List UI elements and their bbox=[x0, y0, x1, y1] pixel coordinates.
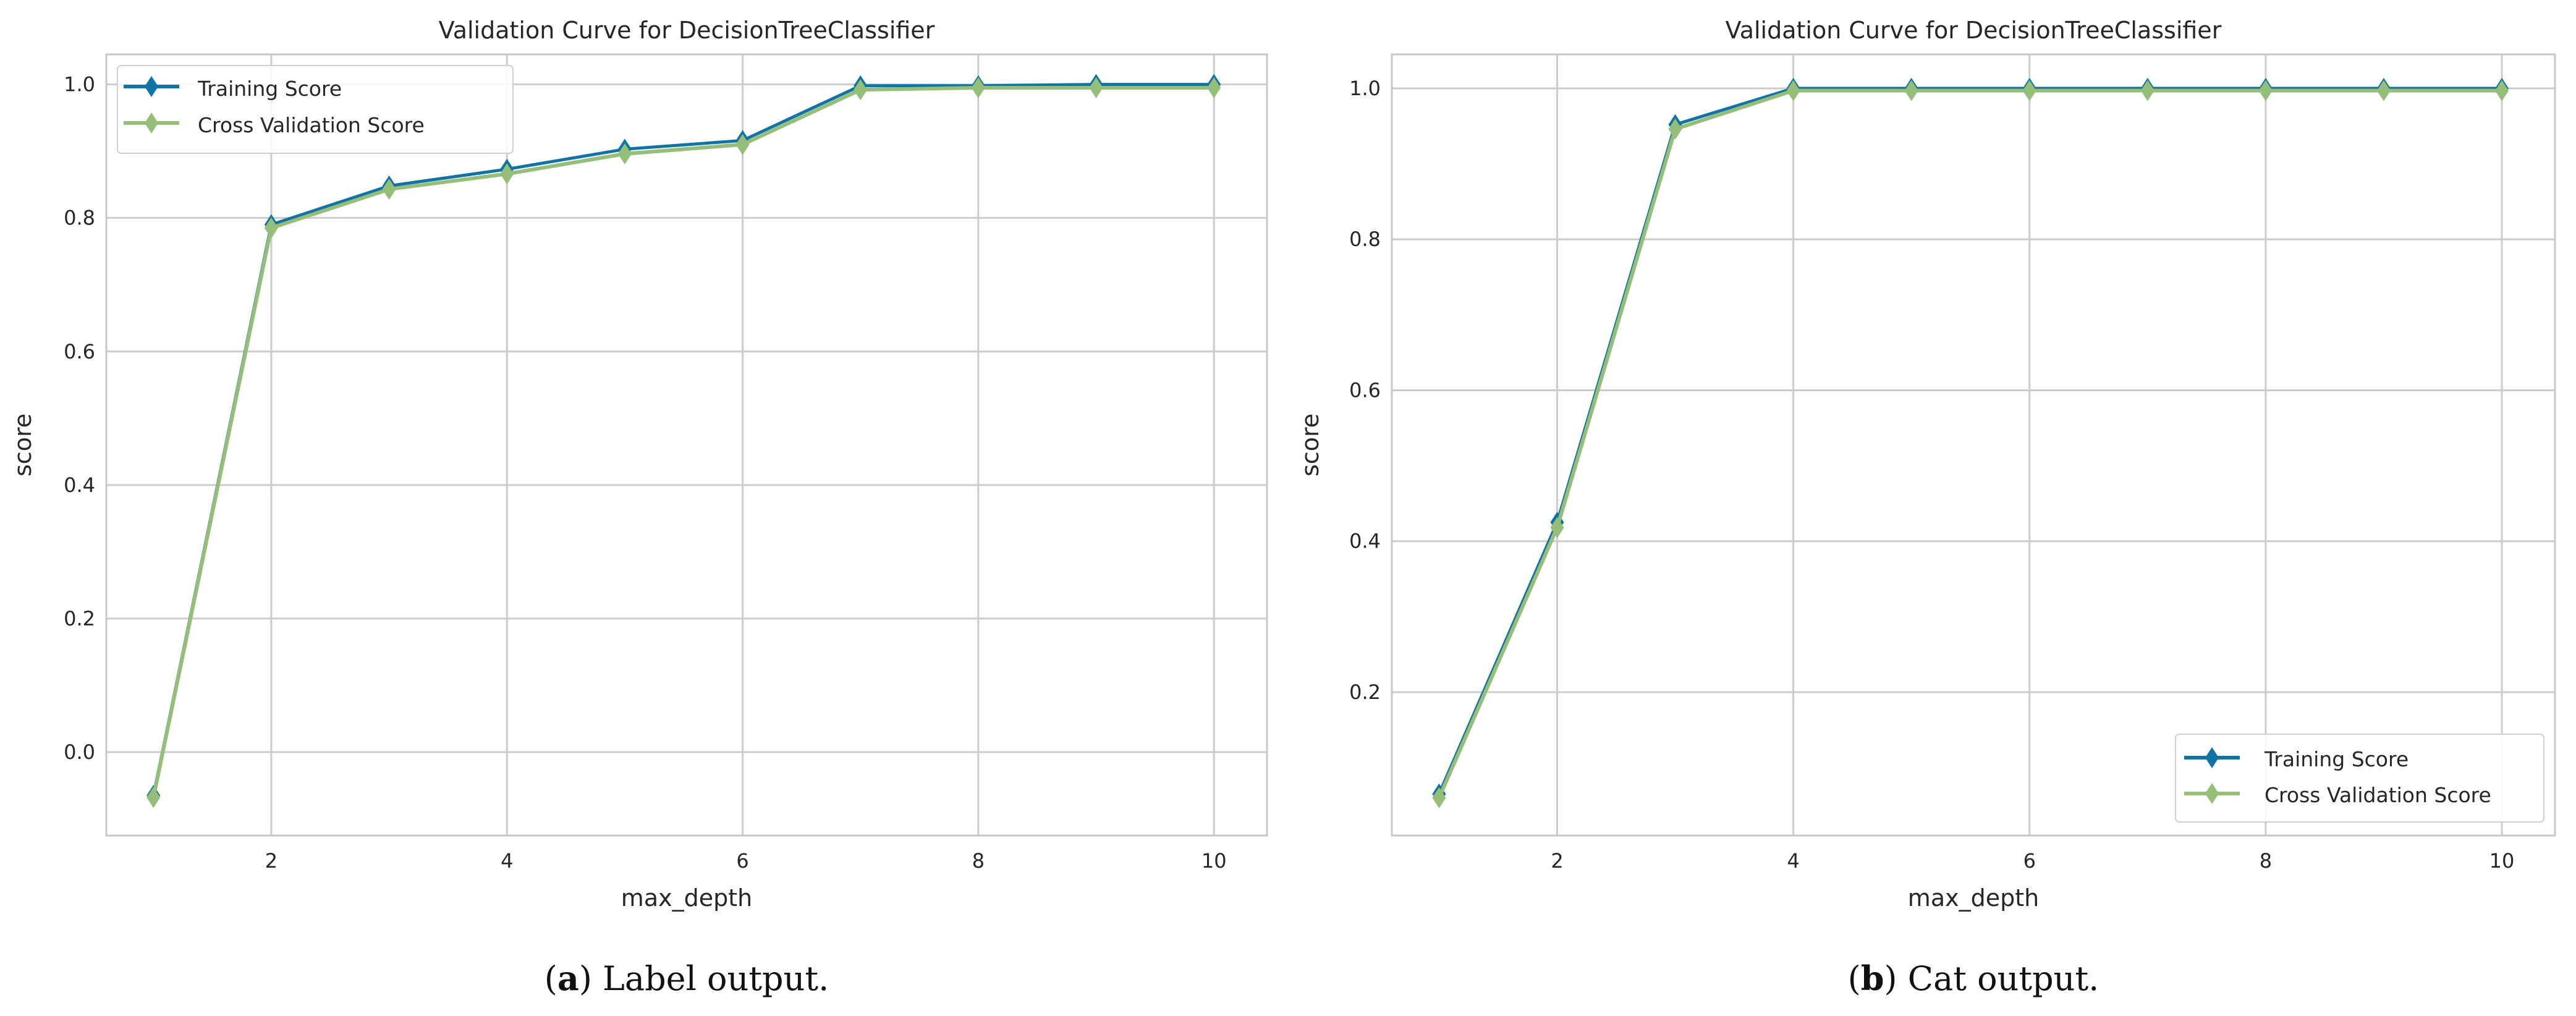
chart-a-xtick-label: 4 bbox=[501, 849, 513, 873]
chart-b-cv-point bbox=[2495, 80, 2509, 101]
chart-a-legend-marker-cv bbox=[145, 112, 158, 133]
chart-b-grid bbox=[1392, 54, 2555, 836]
caption-b-letter: b bbox=[1861, 959, 1884, 998]
panel-b: Validation Curve for DecisionTreeClassif… bbox=[1297, 17, 2556, 998]
chart-a-series-group bbox=[146, 74, 1221, 808]
chart-a-ytick-label: 0.4 bbox=[64, 473, 95, 497]
chart-a-cv-point bbox=[735, 133, 750, 155]
chart-b-ytick-label: 0.4 bbox=[1349, 530, 1381, 553]
chart-b-ytick-label: 0.2 bbox=[1349, 680, 1381, 704]
chart-a-xtick-label: 6 bbox=[736, 849, 748, 873]
chart-a-legend-label-training: Training Score bbox=[197, 77, 342, 101]
chart-b-cv-point bbox=[1550, 517, 1564, 538]
chart-a-xlabel: max_depth bbox=[621, 884, 752, 912]
chart-a-cv-point bbox=[1207, 77, 1221, 99]
chart-a-legend: Training Score Cross Validation Score bbox=[117, 65, 514, 154]
chart-a-yticks: 0.0 0.2 0.4 0.6 0.8 1.0 bbox=[64, 73, 95, 764]
chart-a-grid bbox=[106, 54, 1267, 836]
chart-b-title: Validation Curve for DecisionTreeClassif… bbox=[1726, 17, 2222, 44]
chart-a-training-line bbox=[151, 83, 1214, 796]
chart-a-xticks: 2 4 6 8 10 bbox=[265, 849, 1227, 873]
chart-b-cv-line bbox=[1437, 88, 2502, 799]
chart-b-cv-point bbox=[1432, 787, 1446, 808]
chart-a-xtick-label: 10 bbox=[1201, 849, 1227, 873]
chart-a-cv-point bbox=[854, 79, 868, 101]
chart-b-ytick-label: 1.0 bbox=[1349, 77, 1381, 100]
chart-b-xticks: 2 4 6 8 10 bbox=[1551, 849, 2514, 873]
chart-b-ytick-label: 0.8 bbox=[1349, 227, 1381, 251]
chart-b-training-line bbox=[1438, 87, 2502, 795]
chart-b-legend-marker-cv bbox=[2205, 783, 2219, 804]
caption-a: (a) Label output. bbox=[544, 959, 829, 998]
chart-b-xtick-label: 4 bbox=[1787, 849, 1799, 873]
chart-a-title: Validation Curve for DecisionTreeClassif… bbox=[439, 17, 935, 44]
chart-b-xtick-label: 2 bbox=[1551, 849, 1563, 873]
chart-a-cv-point bbox=[1089, 77, 1103, 99]
chart-b-ytick-label: 0.6 bbox=[1349, 378, 1381, 402]
chart-a-legend-label-cv: Cross Validation Score bbox=[198, 113, 425, 137]
chart-b-yticks: 0.2 0.4 0.6 0.8 1.0 bbox=[1349, 77, 1381, 704]
chart-b-frame bbox=[1391, 53, 2556, 837]
chart-b-legend-key-training bbox=[2184, 747, 2240, 768]
chart-b-cv-point bbox=[2022, 80, 2036, 101]
chart-a-cv-point bbox=[500, 163, 514, 185]
chart-b-cv-point bbox=[1786, 80, 1800, 101]
chart-a-ytick-label: 0.8 bbox=[64, 206, 95, 230]
caption-b: (b) Cat output. bbox=[1848, 959, 2099, 998]
chart-a-cv-point bbox=[382, 179, 396, 200]
chart-b-cv-point bbox=[1668, 118, 1682, 140]
chart-a-legend-box bbox=[117, 65, 514, 154]
chart-a-ylabel: score bbox=[9, 413, 36, 476]
chart-b-xlabel: max_depth bbox=[1908, 884, 2039, 912]
chart-a-cv-line bbox=[151, 86, 1214, 798]
panel-a: Validation Curve for DecisionTreeClassif… bbox=[9, 17, 1268, 998]
chart-b-legend-label-cv: Cross Validation Score bbox=[2265, 783, 2491, 807]
chart-b-cv-point bbox=[2376, 80, 2391, 101]
chart-a-cv-point bbox=[264, 217, 278, 239]
chart-a-ytick-label: 0.2 bbox=[64, 607, 95, 630]
chart-b-series-group bbox=[1432, 77, 2509, 808]
chart-a-xtick-label: 2 bbox=[265, 849, 278, 873]
chart-b-cv-point bbox=[2140, 80, 2154, 101]
chart-b-legend: Training Score Cross Validation Score bbox=[2175, 734, 2544, 823]
chart-a-frame bbox=[105, 53, 1268, 837]
chart-b-xtick-label: 8 bbox=[2260, 849, 2272, 873]
chart-b-xtick-label: 6 bbox=[2023, 849, 2036, 873]
chart-a-cv-point bbox=[617, 143, 632, 164]
chart-a-legend-marker-training bbox=[145, 76, 158, 97]
chart-b-legend-box bbox=[2175, 734, 2544, 823]
chart-a-ytick-label: 0.0 bbox=[64, 740, 95, 764]
chart-a-cv-point bbox=[971, 77, 985, 99]
chart-b-cv-point bbox=[1904, 80, 1918, 101]
chart-a-legend-key-cv bbox=[124, 112, 179, 133]
chart-b-legend-key-cv bbox=[2184, 783, 2240, 804]
chart-a-legend-key-training bbox=[124, 76, 179, 97]
chart-a-cv-point bbox=[146, 787, 161, 808]
chart-b-cv-point bbox=[2258, 80, 2273, 101]
chart-a-ytick-label: 0.6 bbox=[64, 340, 95, 363]
chart-b-xtick-label: 10 bbox=[2489, 849, 2515, 873]
caption-a-letter: a bbox=[557, 959, 579, 998]
caption-a-text: Label output. bbox=[603, 959, 829, 998]
chart-b-legend-label-training: Training Score bbox=[2264, 747, 2409, 771]
chart-b-legend-marker-training bbox=[2205, 747, 2219, 768]
caption-b-text: Cat output. bbox=[1908, 959, 2099, 998]
chart-b-ylabel: score bbox=[1297, 413, 1324, 476]
chart-a-ytick-label: 1.0 bbox=[64, 73, 95, 96]
chart-a-xtick-label: 8 bbox=[972, 849, 985, 873]
